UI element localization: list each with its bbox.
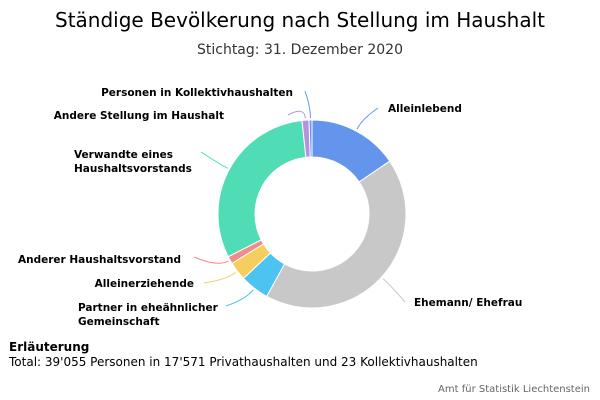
donut-slice[interactable] — [266, 160, 407, 309]
chart-title: Ständige Bevölkerung nach Stellung im Ha… — [55, 8, 545, 32]
label-connector — [225, 289, 254, 307]
label-connector — [193, 256, 229, 264]
slice-label: Alleinlebend — [388, 103, 462, 115]
chart-subtitle: Stichtag: 31. Dezember 2020 — [196, 42, 403, 58]
label-connector — [304, 90, 311, 119]
donut-slice[interactable] — [308, 119, 313, 158]
slice-label: Ehemann/ Ehefrau — [414, 297, 522, 309]
label-connector — [356, 107, 379, 130]
explanation-text: Total: 39'055 Personen in 17'571 Privath… — [9, 355, 478, 369]
donut-slice[interactable] — [217, 119, 307, 258]
label-connector — [287, 110, 306, 119]
label-connector — [203, 271, 237, 284]
explanation-note: Erläuterung Total: 39'055 Personen in 17… — [9, 340, 478, 370]
slice-label: Personen in Kollektivhaushalten — [101, 87, 293, 99]
chart-credits[interactable]: Amt für Statistik Liechtenstein — [438, 384, 590, 395]
slice-label: Verwandte eines Haushaltsvorstands — [74, 149, 192, 175]
slice-label: Alleinerziehende — [95, 278, 194, 290]
label-connector — [200, 151, 228, 169]
slice-label: Andere Stellung im Haushalt — [54, 110, 224, 122]
slice-label: Anderer Haushaltsvorstand — [18, 254, 181, 266]
explanation-heading: Erläuterung — [9, 340, 90, 354]
label-connector — [382, 278, 406, 303]
slice-label: Partner in eheähnlicher Gemeinschaft — [78, 302, 219, 328]
